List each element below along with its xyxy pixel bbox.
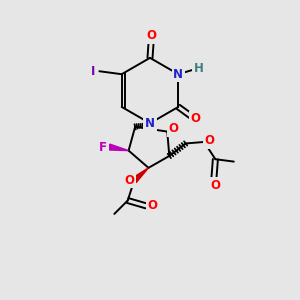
Text: N: N [145,117,155,130]
Text: F: F [99,140,107,154]
Text: I: I [91,65,95,78]
Text: O: O [210,178,220,192]
Text: O: O [124,174,134,187]
Polygon shape [132,168,148,183]
Text: H: H [194,62,203,75]
Text: O: O [148,200,158,212]
Text: O: O [204,134,214,147]
Text: O: O [190,112,200,125]
Polygon shape [109,144,129,151]
Text: N: N [173,68,183,81]
Text: O: O [146,29,157,42]
Text: O: O [168,122,178,135]
